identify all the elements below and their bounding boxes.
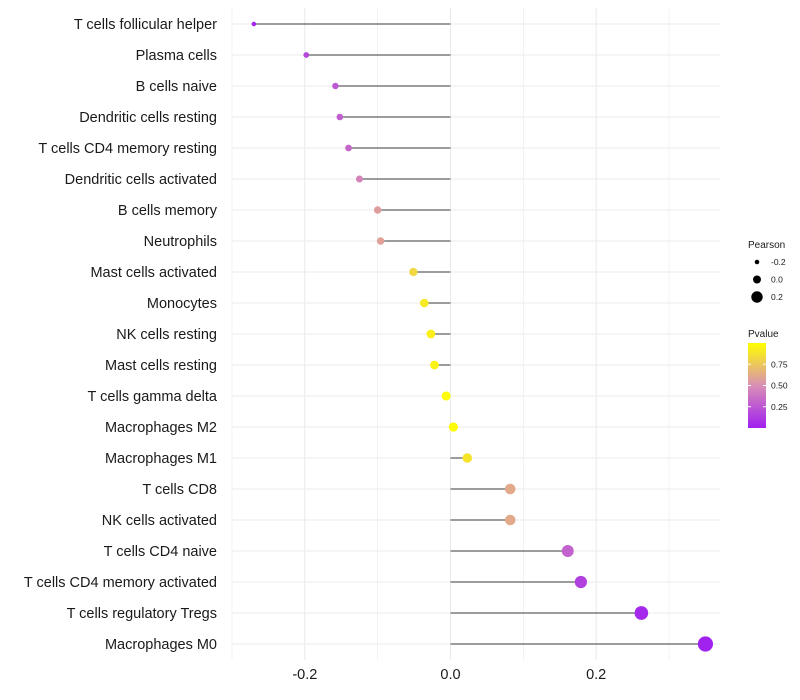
data-point [634,606,649,620]
size-legend-key [751,291,763,303]
category-label: Monocytes [147,296,217,312]
colorbar [748,343,766,428]
category-label: Macrophages M0 [105,637,217,653]
category-label: B cells memory [118,203,218,219]
data-point [336,113,344,121]
data-point [251,21,257,27]
data-point [376,237,385,245]
data-point [574,575,588,589]
color-legend-title: Pvalue [748,329,779,340]
category-label: T cells CD4 memory resting [38,141,217,157]
data-point [504,514,516,526]
category-label: T cells follicular helper [74,17,217,33]
category-label: Mast cells activated [90,265,217,281]
data-point [332,82,339,90]
x-tick-label: -0.2 [292,667,317,683]
category-labels: T cells follicular helper Plasma cells B c… [24,17,218,653]
category-label: Dendritic cells resting [79,110,217,126]
size-legend-label: 0.2 [771,292,783,302]
colorbar-tick-label: 0.25 [771,402,788,412]
size-legend-key [754,259,760,265]
data-point [448,422,459,432]
category-label: Dendritic cells activated [65,172,217,188]
category-label: T cells CD4 naive [104,544,217,560]
data-point [345,144,352,152]
data-point [373,206,382,214]
size-legend-title: Pearson [748,240,785,251]
category-label: Plasma cells [136,48,217,64]
category-label: T cells CD4 memory activated [24,575,217,591]
data-point [355,175,363,183]
colorbar-tick-label: 0.75 [771,359,788,369]
color-legend: Pvalue 0.75 0.50 0.25 [748,329,788,428]
size-legend-label: 0.0 [771,275,783,285]
data-point [409,267,418,277]
data-point [426,329,436,339]
data-point [420,298,429,308]
colorbar-tick-label: 0.50 [771,381,788,391]
size-legend: Pearson -0.2 0.0 0.2 [748,240,786,303]
size-legend-label: -0.2 [771,257,786,267]
category-label: T cells regulatory Tregs [67,606,217,622]
category-label: T cells CD8 [142,482,217,498]
category-label: Macrophages M2 [105,420,217,436]
category-label: Macrophages M1 [105,451,217,467]
x-axis-ticks: -0.2 0.0 0.2 [292,667,606,683]
data-point [441,391,451,401]
x-tick-label: 0.2 [586,667,606,683]
x-tick-label: 0.0 [440,667,460,683]
category-label: Neutrophils [144,234,217,250]
category-label: B cells naive [136,79,217,95]
size-legend-key [753,275,761,284]
data-point [303,52,310,58]
category-label: NK cells resting [116,327,217,343]
data-point [697,636,714,652]
data-point [561,545,574,557]
category-label: T cells gamma delta [88,389,218,405]
data-point [504,483,516,495]
data-point [462,453,473,463]
category-label: Mast cells resting [105,358,217,374]
category-label: NK cells activated [102,513,217,529]
data-point [430,360,439,370]
grid [231,8,720,660]
points [251,21,714,652]
